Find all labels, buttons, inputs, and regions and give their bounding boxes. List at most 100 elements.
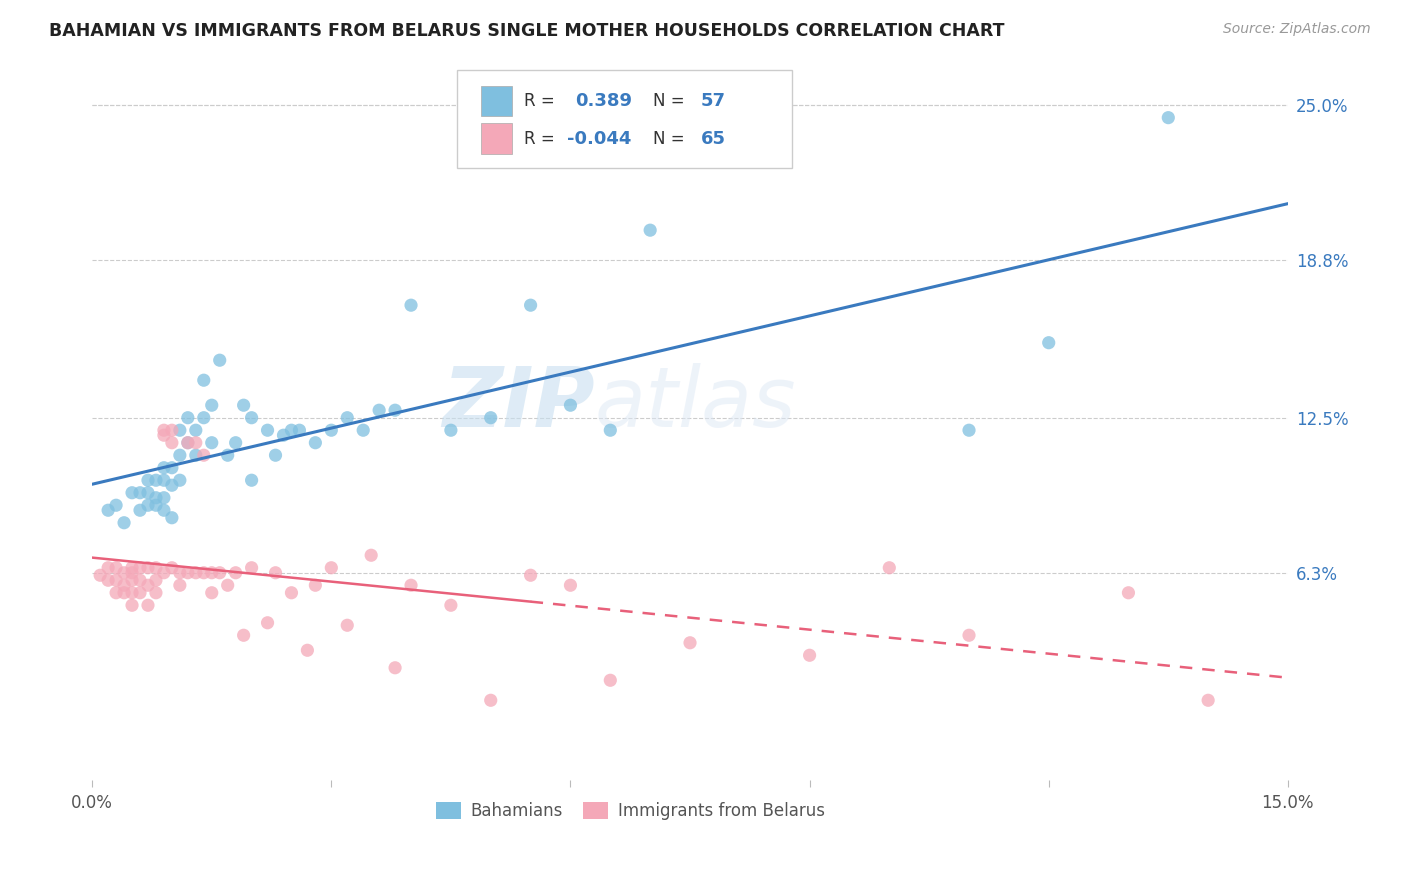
Point bbox=[240, 410, 263, 425]
Text: 57: 57 bbox=[700, 92, 725, 110]
Point bbox=[136, 560, 159, 574]
Point bbox=[97, 574, 120, 588]
Point bbox=[136, 485, 159, 500]
Text: atlas: atlas bbox=[595, 363, 796, 443]
Text: R =: R = bbox=[524, 92, 554, 110]
Point bbox=[799, 648, 821, 663]
Point bbox=[184, 448, 207, 462]
Point bbox=[225, 435, 247, 450]
Point bbox=[153, 460, 176, 475]
FancyBboxPatch shape bbox=[457, 70, 792, 168]
Point bbox=[304, 578, 326, 592]
Text: ZIP: ZIP bbox=[441, 363, 595, 443]
Point bbox=[97, 503, 120, 517]
Legend: Bahamians, Immigrants from Belarus: Bahamians, Immigrants from Belarus bbox=[429, 795, 831, 826]
Point bbox=[217, 448, 239, 462]
Point bbox=[105, 498, 128, 512]
Text: R =: R = bbox=[524, 129, 554, 147]
Text: -0.044: -0.044 bbox=[567, 129, 631, 147]
Point bbox=[957, 423, 980, 437]
Point bbox=[440, 599, 463, 613]
Point bbox=[352, 423, 374, 437]
Text: N =: N = bbox=[652, 129, 685, 147]
Point bbox=[1118, 586, 1140, 600]
Point bbox=[599, 423, 621, 437]
Point bbox=[1197, 693, 1219, 707]
Point bbox=[145, 574, 167, 588]
Point bbox=[240, 560, 263, 574]
Point bbox=[232, 628, 254, 642]
Text: N =: N = bbox=[652, 92, 685, 110]
Point bbox=[360, 548, 382, 562]
Text: Source: ZipAtlas.com: Source: ZipAtlas.com bbox=[1223, 22, 1371, 37]
Point bbox=[169, 566, 191, 580]
Point bbox=[201, 566, 224, 580]
Point bbox=[384, 403, 406, 417]
Point bbox=[160, 435, 183, 450]
Text: 65: 65 bbox=[700, 129, 725, 147]
Point bbox=[153, 423, 176, 437]
Point bbox=[879, 560, 901, 574]
Text: BAHAMIAN VS IMMIGRANTS FROM BELARUS SINGLE MOTHER HOUSEHOLDS CORRELATION CHART: BAHAMIAN VS IMMIGRANTS FROM BELARUS SING… bbox=[49, 22, 1005, 40]
Point bbox=[519, 298, 541, 312]
Point bbox=[384, 661, 406, 675]
Point bbox=[129, 560, 152, 574]
Point bbox=[184, 435, 207, 450]
Point bbox=[336, 410, 359, 425]
Point bbox=[201, 586, 224, 600]
Point bbox=[153, 503, 176, 517]
Point bbox=[208, 566, 231, 580]
Point bbox=[177, 410, 200, 425]
Point bbox=[177, 435, 200, 450]
Point bbox=[121, 485, 143, 500]
Point bbox=[105, 574, 128, 588]
Point bbox=[297, 643, 319, 657]
Point bbox=[240, 473, 263, 487]
Point bbox=[184, 566, 207, 580]
Point bbox=[232, 398, 254, 412]
Point bbox=[193, 566, 215, 580]
Point bbox=[121, 566, 143, 580]
Point bbox=[160, 478, 183, 492]
Point bbox=[201, 435, 224, 450]
Point bbox=[560, 578, 582, 592]
Point bbox=[256, 615, 278, 630]
Point bbox=[169, 423, 191, 437]
Point bbox=[280, 423, 302, 437]
Point bbox=[193, 410, 215, 425]
Point bbox=[208, 353, 231, 368]
Point bbox=[193, 373, 215, 387]
Point bbox=[121, 574, 143, 588]
Point bbox=[129, 586, 152, 600]
Point bbox=[336, 618, 359, 632]
Point bbox=[136, 578, 159, 592]
Point bbox=[399, 298, 422, 312]
FancyBboxPatch shape bbox=[481, 86, 512, 116]
Point bbox=[160, 460, 183, 475]
Point bbox=[121, 560, 143, 574]
Point bbox=[145, 491, 167, 505]
Point bbox=[153, 566, 176, 580]
Point bbox=[153, 428, 176, 442]
Point bbox=[136, 599, 159, 613]
Point bbox=[479, 410, 502, 425]
Point bbox=[169, 448, 191, 462]
Point bbox=[479, 693, 502, 707]
Point bbox=[679, 636, 702, 650]
Point bbox=[440, 423, 463, 437]
Point bbox=[304, 435, 326, 450]
Point bbox=[519, 568, 541, 582]
Point bbox=[638, 223, 661, 237]
Point bbox=[368, 403, 391, 417]
Point bbox=[184, 423, 207, 437]
Point bbox=[273, 428, 295, 442]
Point bbox=[599, 673, 621, 688]
Point bbox=[112, 566, 135, 580]
Point bbox=[177, 566, 200, 580]
Point bbox=[112, 586, 135, 600]
Point bbox=[136, 498, 159, 512]
Point bbox=[89, 568, 111, 582]
Point bbox=[321, 560, 343, 574]
Point bbox=[160, 560, 183, 574]
Point bbox=[145, 586, 167, 600]
